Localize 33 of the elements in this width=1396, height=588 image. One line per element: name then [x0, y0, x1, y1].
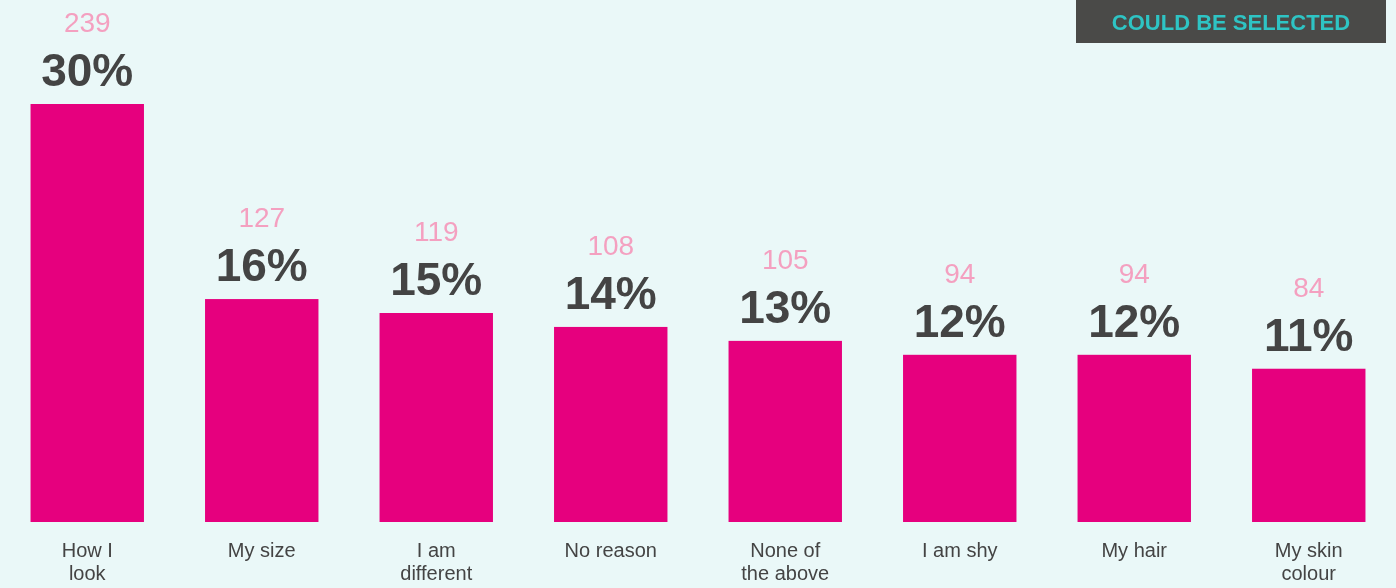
- bar: [379, 313, 493, 522]
- bar: [554, 326, 668, 522]
- data-label: 13%: [739, 280, 832, 333]
- bar: [903, 354, 1017, 522]
- data-label: 11%: [1263, 308, 1354, 361]
- annotation: 94: [944, 257, 976, 289]
- bar: [1252, 368, 1366, 522]
- text: COULD BE SELECTED: [1111, 9, 1351, 35]
- annotation: 108: [587, 229, 635, 261]
- bar: [30, 104, 144, 522]
- data-label: 12%: [913, 294, 1006, 347]
- bar: [205, 299, 319, 522]
- data-label: 30%: [41, 44, 134, 96]
- x-tick-label: None of the above: [741, 539, 830, 584]
- x-tick-label: My hair: [1101, 539, 1168, 561]
- annotation: 84: [1293, 271, 1325, 303]
- annotation: 105: [761, 243, 809, 275]
- x-tick-label: My skin colour: [1274, 539, 1343, 584]
- x-tick-label: I am different: [400, 539, 473, 584]
- annotation: 239: [63, 7, 111, 38]
- x-tick-label: I am shy: [921, 539, 998, 561]
- bar: [1077, 354, 1191, 522]
- data-label: 16%: [215, 239, 308, 292]
- data-label: 12%: [1088, 294, 1181, 347]
- x-tick-label: How I look: [61, 539, 113, 584]
- annotation: 127: [238, 202, 286, 234]
- x-tick-label: No reason: [564, 539, 657, 561]
- x-tick-label: My size: [227, 539, 296, 561]
- data-label: 15%: [390, 253, 483, 305]
- annotation: 94: [1118, 257, 1150, 289]
- data-label: 14%: [564, 266, 657, 319]
- annotation: 119: [413, 216, 459, 247]
- bar: [728, 340, 842, 522]
